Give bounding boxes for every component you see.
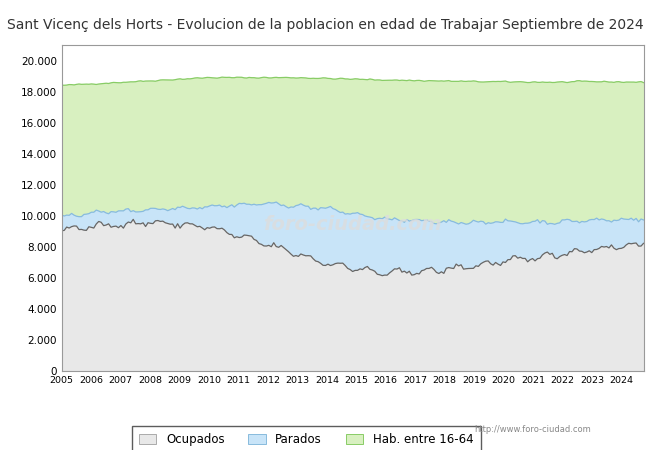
Legend: Ocupados, Parados, Hab. entre 16-64: Ocupados, Parados, Hab. entre 16-64 (132, 426, 480, 450)
Text: http://www.foro-ciudad.com: http://www.foro-ciudad.com (474, 425, 592, 434)
Text: Sant Vicenç dels Horts - Evolucion de la poblacion en edad de Trabajar Septiembr: Sant Vicenç dels Horts - Evolucion de la… (6, 18, 644, 32)
Text: foro-ciudad.com: foro-ciudad.com (263, 215, 442, 234)
